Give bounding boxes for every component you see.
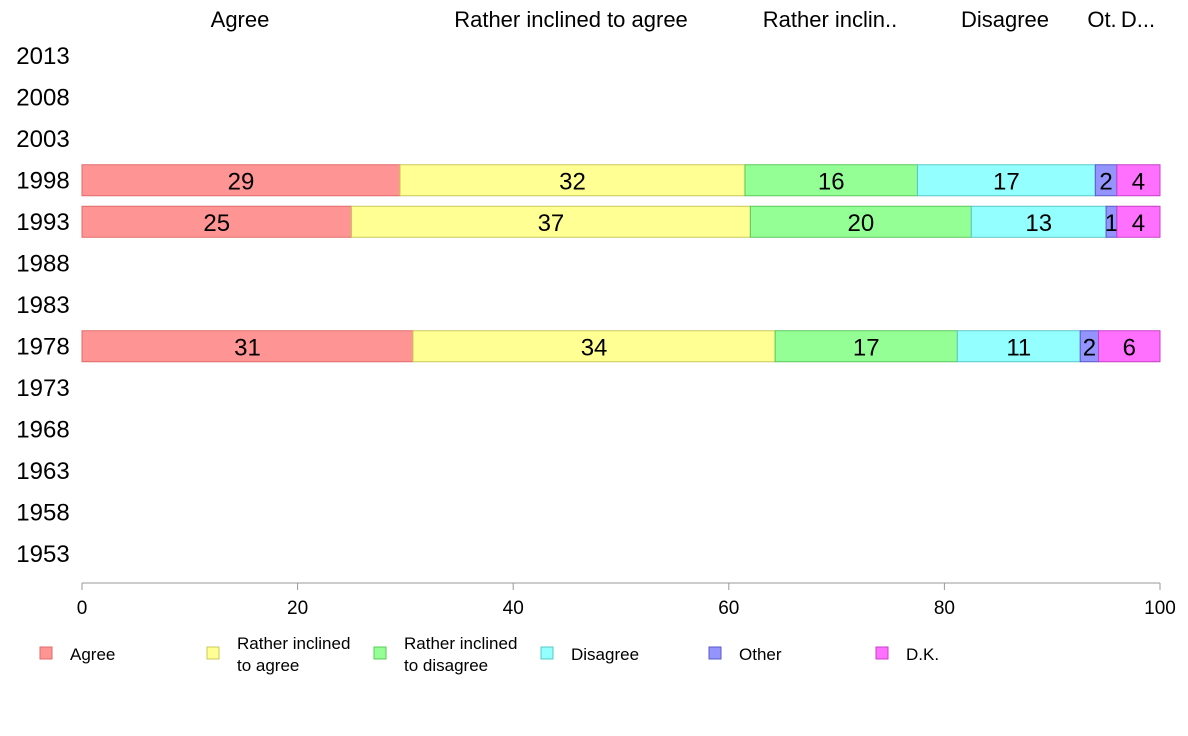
bar-value-label: 17 [993,168,1020,195]
legend-label: Agree [70,645,115,664]
x-tick-label: 0 [77,598,88,619]
year-label: 1968 [16,416,69,443]
legend-swatch [373,646,387,660]
year-label: 1998 [16,167,69,194]
x-tick-label: 20 [287,598,308,619]
bar-segment [81,205,352,238]
bar-value-label: 17 [853,334,880,361]
legend-label: to agree [237,656,299,675]
bar-value-label: 1 [1105,210,1118,237]
legend-item: Rather inclined to agree [206,634,350,675]
bar-value-label: 6 [1123,334,1136,361]
column-headers: Agree Rather inclined to agree Rather incl… [211,7,1155,32]
bar-value-label: 31 [234,334,261,361]
bar-row: 25 37 20 13 1 4 [81,205,1161,238]
column-header: Disagree [961,7,1049,32]
legend-label: Rather inclined [404,634,517,653]
bar-value-label: 37 [538,210,565,237]
legend-item: Agree [39,645,115,664]
legend-swatch [708,646,722,660]
year-label: 1988 [16,250,69,277]
legend-item: Rather inclined to disagree [373,634,517,675]
bar-value-label: 32 [559,168,586,195]
bar-segment [956,330,1081,363]
year-label: 1958 [16,499,69,526]
bar-segment [412,330,776,363]
year-label: 1978 [16,333,69,360]
bar-segment [744,164,918,197]
bar-segment [399,164,746,197]
column-header: Rather inclined to agree [454,7,688,32]
legend-label: to disagree [404,656,488,675]
bar-segment [1098,330,1161,363]
year-label: 2003 [16,126,69,153]
legend-label: Disagree [571,645,639,664]
bar-value-label: 29 [228,168,255,195]
year-label: 2013 [16,43,69,70]
bar-row: 29 32 16 17 2 4 [81,164,1161,197]
x-tick-label: 100 [1144,598,1176,619]
bar-value-label: 2 [1083,334,1096,361]
bar-segment [1116,205,1161,238]
legend-swatch [206,646,220,660]
year-label: 1963 [16,458,69,485]
bar-value-label: 2 [1099,168,1112,195]
bars: 29 32 16 17 2 425 37 20 13 1 431 34 17 11 2 6 [81,164,1161,363]
column-header: D... [1121,7,1155,32]
year-labels: 2013 2008 2003 1998 1993 1988 1983 1978 1973 1968… [16,43,69,568]
legend-label: Other [739,645,782,664]
legend-swatch [540,646,554,660]
legend-swatch [39,646,53,660]
bar-segment [970,205,1107,238]
legend-item: D.K. [875,645,939,664]
legend-item: Disagree [540,645,639,664]
year-label: 2008 [16,84,69,111]
bar-segment [81,330,414,363]
bar-value-label: 16 [818,168,845,195]
bar-value-label: 20 [848,210,875,237]
year-label: 1983 [16,292,69,319]
bar-value-label: 13 [1025,210,1052,237]
x-tick-label: 80 [934,598,955,619]
column-header: Rather inclin.. [763,7,898,32]
bar-segment [81,164,401,197]
year-label: 1953 [16,541,69,568]
bar-value-label: 4 [1132,210,1145,237]
bar-value-label: 4 [1132,168,1145,195]
bar-segment [1116,164,1161,197]
x-axis: 0 20 40 60 80 100 [77,582,1176,619]
column-header: Agree [211,7,270,32]
year-label: 1993 [16,209,69,236]
x-tick-label: 40 [503,598,524,619]
legend-swatch [875,646,889,660]
legend-item: Other [708,645,782,664]
bar-value-label: 11 [1006,334,1031,361]
legend-label: Rather inclined [237,634,350,653]
legend-label: D.K. [906,645,939,664]
column-header: Ot. [1087,7,1116,32]
x-tick-label: 60 [718,598,739,619]
year-label: 1973 [16,375,69,402]
bar-row: 31 34 17 11 2 6 [81,330,1161,363]
bar-value-label: 34 [581,334,608,361]
bar-segment [749,205,972,238]
bar-value-label: 25 [203,210,230,237]
